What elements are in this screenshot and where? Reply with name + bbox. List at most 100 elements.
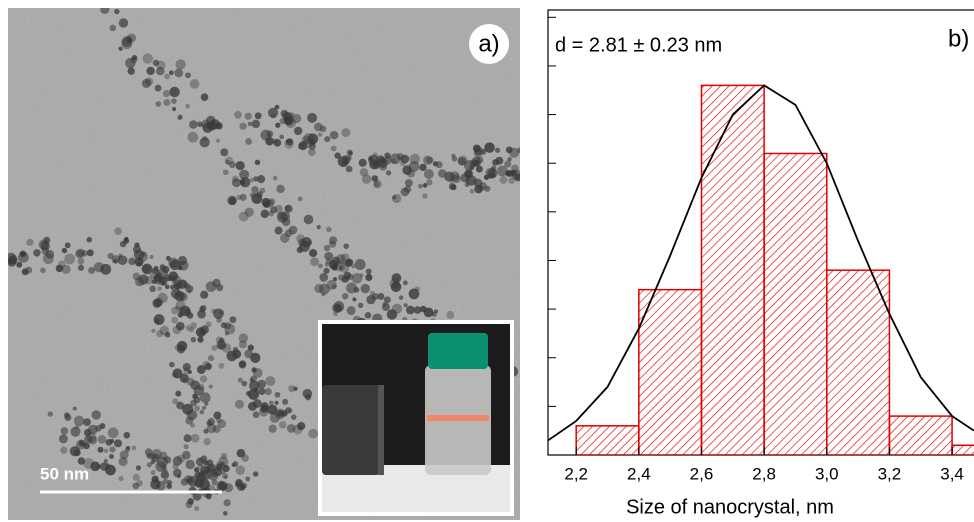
particle	[188, 326, 195, 333]
particle	[408, 161, 420, 172]
particle	[346, 149, 353, 156]
particle	[216, 317, 222, 323]
particle	[25, 266, 33, 274]
particle	[199, 375, 208, 383]
particle	[72, 406, 77, 411]
particle	[194, 477, 205, 488]
particle	[135, 465, 142, 471]
particle	[245, 476, 251, 482]
particle	[329, 236, 338, 245]
particle	[159, 325, 170, 336]
particle	[132, 245, 142, 254]
particle	[174, 344, 182, 351]
particle	[280, 233, 290, 243]
particle	[77, 264, 85, 271]
particle	[495, 156, 504, 165]
particle	[264, 388, 272, 396]
particle	[278, 421, 287, 429]
particle	[413, 306, 422, 314]
particle	[185, 103, 191, 109]
particle	[307, 112, 318, 123]
particle	[284, 138, 294, 149]
particle	[152, 59, 160, 67]
particle	[274, 400, 279, 405]
particle	[292, 113, 302, 124]
particle	[282, 398, 289, 405]
particle	[237, 377, 243, 383]
particle	[336, 254, 346, 264]
particle	[203, 428, 209, 434]
particle	[171, 306, 179, 315]
particle	[212, 467, 222, 478]
particle	[236, 448, 246, 458]
particle	[131, 445, 137, 451]
particle	[319, 272, 329, 282]
particle	[224, 322, 232, 330]
particle	[162, 89, 171, 98]
particle	[345, 165, 353, 173]
scale-bar-label: 50 nm	[40, 464, 89, 483]
particle	[293, 126, 303, 136]
particle	[249, 177, 254, 183]
particle	[490, 165, 497, 171]
particle	[519, 154, 520, 157]
bar	[826, 269, 891, 455]
particle	[338, 265, 343, 271]
particle	[302, 138, 313, 149]
particle	[244, 207, 254, 217]
particle	[288, 112, 295, 119]
particle	[190, 433, 200, 443]
particle	[276, 184, 285, 194]
particle	[200, 392, 211, 404]
particle	[61, 264, 71, 274]
particle	[381, 302, 390, 311]
particle	[260, 404, 269, 413]
annotation: d = 2.81 ± 0.23 nm	[555, 34, 722, 56]
particle	[506, 170, 514, 178]
particle	[73, 449, 81, 457]
particle	[360, 283, 370, 294]
particle	[504, 160, 512, 168]
particle	[103, 458, 108, 463]
particle	[257, 175, 266, 184]
particle	[159, 264, 166, 270]
particle	[309, 249, 318, 258]
particle	[100, 8, 110, 15]
particle	[423, 169, 434, 179]
particle	[185, 416, 194, 425]
particle	[496, 165, 508, 177]
particle	[342, 155, 351, 164]
particle	[151, 448, 162, 460]
particle	[273, 139, 282, 147]
particle	[507, 157, 512, 162]
particle	[155, 101, 162, 107]
particle	[279, 134, 284, 140]
particle	[196, 365, 206, 374]
particle	[125, 57, 136, 69]
particle	[103, 448, 109, 453]
particle	[464, 170, 473, 179]
particle	[276, 212, 285, 220]
particle	[373, 180, 380, 188]
particle	[70, 426, 81, 437]
particle	[118, 253, 123, 258]
particle	[204, 363, 212, 371]
particle	[194, 405, 200, 412]
particle	[195, 327, 206, 338]
particle	[220, 452, 228, 460]
particle	[172, 325, 182, 335]
particle	[222, 169, 229, 176]
particle	[223, 499, 231, 507]
particle	[232, 349, 242, 359]
laser-beam	[427, 415, 489, 421]
particle	[183, 282, 190, 289]
particle	[213, 308, 224, 320]
particle	[223, 474, 228, 480]
particle	[157, 286, 163, 291]
particle	[203, 437, 211, 446]
particle	[269, 412, 280, 423]
particle	[118, 46, 123, 51]
particle	[190, 322, 197, 329]
particle	[426, 179, 433, 186]
particle	[64, 414, 72, 422]
